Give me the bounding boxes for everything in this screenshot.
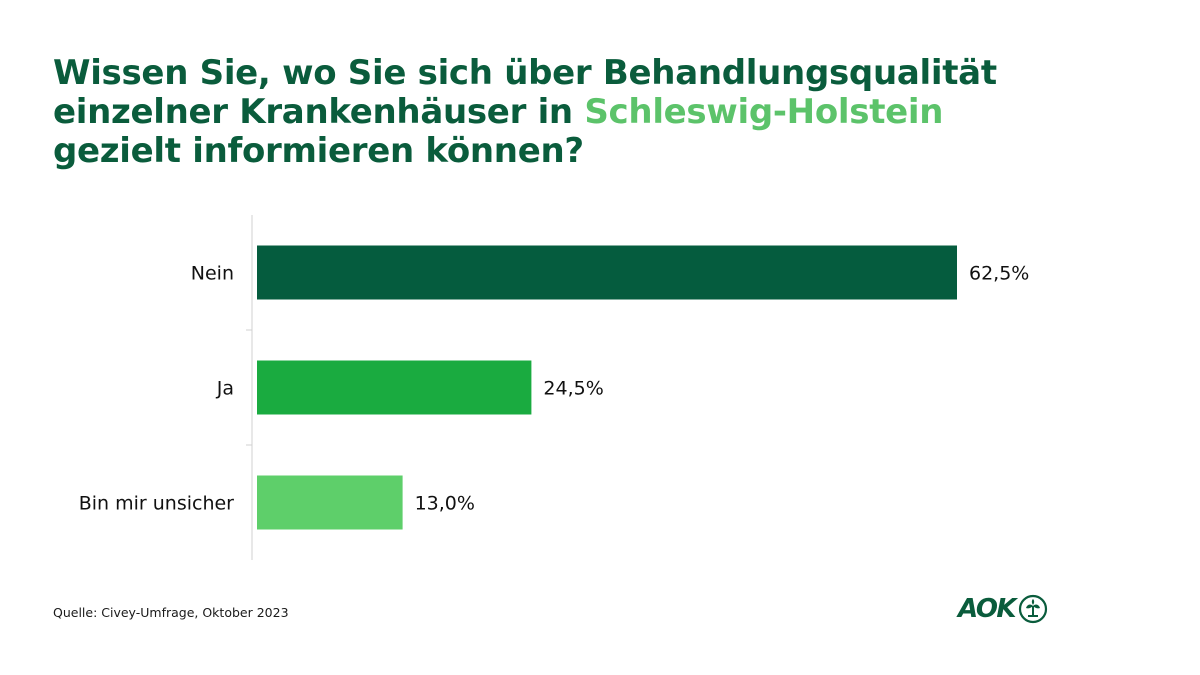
value-label: 62,5% <box>969 263 1029 285</box>
bar <box>257 475 403 530</box>
source-note: Quelle: Civey-Umfrage, Oktober 2023 <box>53 605 289 620</box>
aok-logo: AOK <box>958 594 1048 624</box>
category-label: Bin mir unsicher <box>79 493 234 515</box>
category-label: Nein <box>191 263 234 285</box>
value-label: 24,5% <box>543 378 603 400</box>
value-label: 13,0% <box>415 493 475 515</box>
bar-chart: Nein 62,5% Ja 24,5% Bin mir unsicher 13,0% <box>79 215 1029 560</box>
title-text-1: Wissen Sie, wo Sie sich über Behandlungs… <box>53 53 997 132</box>
chart-title: Wissen Sie, wo Sie sich über Behandlungs… <box>53 54 1053 171</box>
title-text-2: gezielt informieren können? <box>53 131 584 171</box>
tree-icon <box>1018 594 1048 624</box>
category-label: Ja <box>216 378 234 400</box>
title-highlight: Schleswig-Holstein <box>584 92 944 132</box>
bar <box>257 245 957 300</box>
bar <box>257 360 532 415</box>
logo-text: AOK <box>958 594 1017 624</box>
